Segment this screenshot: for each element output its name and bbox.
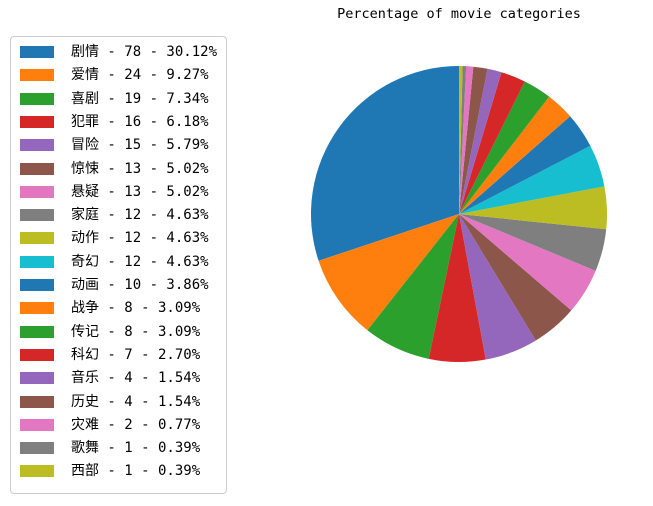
legend-label: 犯罪 - 16 - 6.18% [71, 113, 209, 130]
pie-slice [459, 66, 463, 214]
legend-label: 历史 - 4 - 1.54% [71, 393, 201, 410]
legend-label: 剧情 - 78 - 30.12% [71, 44, 218, 60]
pie-slice [459, 66, 488, 214]
legend-swatch [20, 232, 54, 245]
pie-slice [367, 214, 459, 359]
legend-swatch [20, 418, 54, 431]
legend-swatch [20, 465, 54, 478]
legend-label: 音乐 - 4 - 1.54% [71, 370, 201, 387]
legend-swatch [20, 92, 54, 105]
legend-label: 灾难 - 2 - 0.77% [71, 416, 201, 433]
legend-label: 西部 - 1 - 0.39% [71, 463, 201, 480]
legend-item: 犯罪 - 16 - 6.18% [11, 111, 226, 133]
legend-swatch [20, 325, 54, 338]
legend-item: 战争 - 8 - 3.09% [11, 297, 226, 319]
legend-swatch [20, 302, 54, 315]
legend-item: 传记 - 8 - 3.09% [11, 321, 226, 343]
legend-label: 动画 - 10 - 3.86% [71, 277, 209, 293]
legend-swatch [20, 209, 54, 222]
legend-label: 动作 - 12 - 4.63% [71, 230, 209, 247]
pie-slice [459, 214, 536, 360]
pie-slice [459, 81, 550, 214]
legend-item: 喜剧 - 19 - 7.34% [11, 88, 226, 110]
legend-label: 传记 - 8 - 3.09% [71, 323, 201, 340]
legend-swatch [20, 442, 54, 455]
pie-slice [311, 66, 459, 261]
legend-label: 家庭 - 12 - 4.63% [71, 207, 209, 224]
legend-item: 奇幻 - 12 - 4.63% [11, 251, 226, 273]
pie-slice [459, 145, 605, 214]
legend-swatch [20, 372, 54, 385]
pie-slice [459, 68, 502, 214]
legend-item: 西部 - 1 - 0.39% [11, 460, 226, 482]
legend-item: 历史 - 4 - 1.54% [11, 391, 226, 413]
legend-label: 爱情 - 24 - 9.27% [71, 67, 209, 84]
legend-swatch [20, 46, 54, 58]
legend-label: 惊悚 - 13 - 5.02% [71, 160, 209, 177]
pie-slice [459, 72, 525, 215]
pie-slice [318, 214, 459, 331]
legend-item: 爱情 - 24 - 9.27% [11, 64, 226, 86]
legend-swatch [20, 279, 54, 291]
legend-item: 动画 - 10 - 3.86% [11, 274, 226, 296]
legend-label: 奇幻 - 12 - 4.63% [71, 253, 209, 270]
pie-slice [459, 66, 474, 214]
legend-swatch [20, 255, 54, 268]
pie-slice [459, 66, 467, 214]
legend-item: 科幻 - 7 - 2.70% [11, 344, 226, 366]
legend: 剧情 - 78 - 30.12% 爱情 - 24 - 9.27% 喜剧 - 19 -… [10, 36, 227, 494]
legend-label: 喜剧 - 19 - 7.34% [71, 90, 209, 107]
legend-item: 悬疑 - 13 - 5.02% [11, 181, 226, 203]
legend-item: 动作 - 12 - 4.63% [11, 227, 226, 249]
pie-slice [459, 214, 607, 271]
legend-item: 灾难 - 2 - 0.77% [11, 414, 226, 436]
pie-slice [428, 214, 486, 362]
legend-item: 歌舞 - 1 - 0.39% [11, 437, 226, 459]
legend-label: 悬疑 - 13 - 5.02% [71, 183, 209, 200]
legend-label: 战争 - 8 - 3.09% [71, 300, 201, 317]
pie-slice [459, 116, 591, 214]
pie-slice [459, 214, 572, 341]
legend-swatch [20, 395, 54, 408]
legend-swatch [20, 115, 54, 128]
legend-item: 家庭 - 12 - 4.63% [11, 204, 226, 226]
chart-title: Percentage of movie categories [337, 6, 581, 22]
pie-slice [459, 96, 571, 214]
legend-item: 剧情 - 78 - 30.12% [11, 41, 226, 63]
legend-label: 冒险 - 15 - 5.79% [71, 137, 209, 154]
legend-label: 歌舞 - 1 - 0.39% [71, 440, 201, 457]
legend-swatch [20, 185, 54, 198]
legend-label: 科幻 - 7 - 2.70% [71, 346, 201, 363]
legend-swatch [20, 348, 54, 361]
pie-slice [459, 214, 596, 311]
legend-swatch [20, 69, 54, 82]
legend-item: 惊悚 - 13 - 5.02% [11, 158, 226, 180]
legend-item: 冒险 - 15 - 5.79% [11, 134, 226, 156]
pie-slice [459, 186, 607, 230]
legend-swatch [20, 162, 54, 175]
legend-item: 音乐 - 4 - 1.54% [11, 367, 226, 389]
legend-swatch [20, 139, 54, 152]
